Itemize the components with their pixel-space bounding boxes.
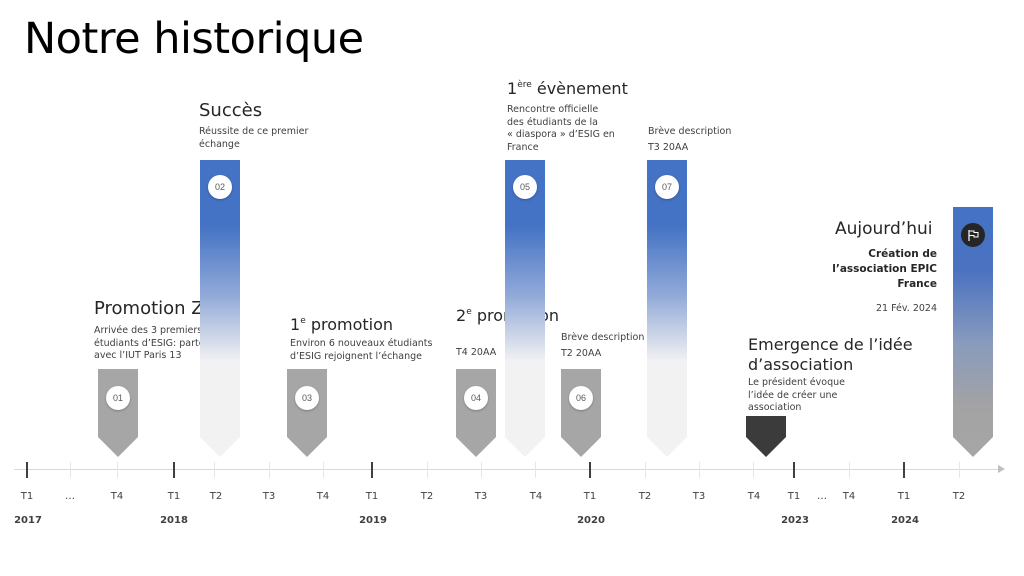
quarter-label: T1: [897, 491, 911, 502]
page-title: Notre historique: [24, 14, 364, 64]
event-number-badge: 01: [106, 386, 130, 410]
event-number-badge: 03: [295, 386, 319, 410]
quarter-label: …: [817, 491, 827, 502]
tick-quarter: [645, 462, 646, 478]
tick-year: [589, 462, 591, 478]
quarter-label: T4: [529, 491, 543, 502]
event-description: Le président évoque l’idée de créer une …: [748, 377, 845, 413]
event-number-badge: 06: [569, 386, 593, 410]
quarter-label: T3: [692, 491, 706, 502]
event-banner: [287, 369, 327, 457]
event-description: Environ 6 nouveaux étudiants d’ESIG rejo…: [290, 338, 433, 362]
tick-quarter: [481, 462, 482, 478]
event-description: Création de l’association EPIC France: [832, 248, 937, 290]
event-title-line2: d’association: [748, 355, 854, 374]
year-label: 2018: [160, 515, 188, 526]
quarter-label: T3: [474, 491, 488, 502]
year-label: 2020: [577, 515, 605, 526]
tick-quarter: [753, 462, 754, 478]
event-description: Rencontre officielle des étudiants de la…: [507, 104, 615, 153]
event-banner: [647, 160, 687, 457]
event-number-badge: 02: [208, 175, 232, 199]
tick-quarter: [959, 462, 960, 478]
tick-year: [793, 462, 795, 478]
tick-quarter: [269, 462, 270, 478]
axis-line: [14, 469, 1000, 470]
quarter-label: T4: [747, 491, 761, 502]
tick-year: [26, 462, 28, 478]
event-title: Promotion Zéro: [94, 298, 233, 319]
event-description: Brève description T2 20AA: [561, 332, 645, 359]
tick-quarter: [70, 462, 71, 478]
quarter-label: T2: [420, 491, 434, 502]
event-title: 1e promotion: [290, 315, 394, 334]
event-banner: [505, 160, 545, 457]
event-title: Succès: [199, 100, 263, 121]
flag-icon: [961, 223, 985, 247]
year-label: 2017: [14, 515, 42, 526]
event-title: Emergence de l’idée: [748, 335, 913, 354]
quarter-label: T2: [209, 491, 223, 502]
quarter-label: T4: [110, 491, 124, 502]
year-label: 2024: [891, 515, 919, 526]
tick-year: [903, 462, 905, 478]
quarter-label: T1: [20, 491, 34, 502]
event-banner: [953, 207, 993, 457]
quarter-label: T2: [952, 491, 966, 502]
tick-quarter: [427, 462, 428, 478]
event-banner: [561, 369, 601, 457]
event-title: 1ère évènement: [507, 79, 628, 98]
quarter-label: T4: [842, 491, 856, 502]
event-banner: [456, 369, 496, 457]
tick-quarter: [323, 462, 324, 478]
event-banner: [98, 369, 138, 457]
quarter-label: T2: [638, 491, 652, 502]
event-description: Arrivée des 3 premiers étudiants d’ESIG:…: [94, 325, 233, 361]
axis-arrow-icon: [998, 465, 1005, 473]
year-label: 2019: [359, 515, 387, 526]
tick-quarter: [535, 462, 536, 478]
event-description: Réussite de ce premier échange: [199, 126, 309, 150]
event-number-badge: 04: [464, 386, 488, 410]
quarter-label: T4: [316, 491, 330, 502]
event-banner: [746, 416, 786, 457]
quarter-label: T1: [365, 491, 379, 502]
event-description: T4 20AA: [456, 347, 497, 358]
tick-year: [371, 462, 373, 478]
event-number-badge: 07: [655, 175, 679, 199]
quarter-label: T1: [167, 491, 181, 502]
event-date: 21 Fév. 2024: [876, 303, 937, 314]
quarter-label: T1: [787, 491, 801, 502]
quarter-label: T1: [583, 491, 597, 502]
event-title: Aujourd’hui: [835, 219, 933, 239]
event-banner: [200, 160, 240, 457]
tick-quarter: [214, 462, 215, 478]
year-label: 2023: [781, 515, 809, 526]
tick-quarter: [849, 462, 850, 478]
tick-quarter: [699, 462, 700, 478]
tick-quarter: [117, 462, 118, 478]
tick-year: [173, 462, 175, 478]
event-description: Brève description T3 20AA: [648, 126, 732, 153]
quarter-label: …: [65, 491, 75, 502]
quarter-label: T3: [262, 491, 276, 502]
event-number-badge: 05: [513, 175, 537, 199]
